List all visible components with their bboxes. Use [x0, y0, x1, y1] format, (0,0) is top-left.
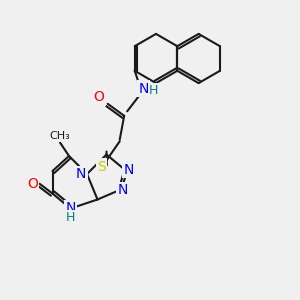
Text: S: S	[97, 160, 106, 174]
Text: H: H	[149, 84, 158, 97]
Text: N: N	[139, 82, 149, 96]
Text: O: O	[27, 177, 38, 191]
Text: N: N	[124, 163, 134, 176]
Text: O: O	[93, 90, 104, 104]
Text: N: N	[76, 167, 86, 181]
Text: N: N	[65, 202, 76, 215]
Text: N: N	[118, 184, 128, 197]
Text: H: H	[66, 211, 75, 224]
Text: CH₃: CH₃	[50, 131, 70, 141]
